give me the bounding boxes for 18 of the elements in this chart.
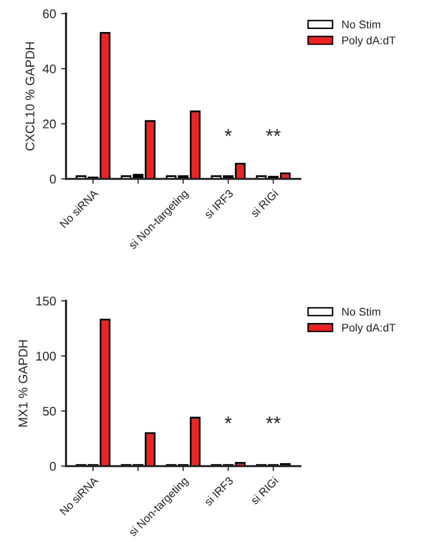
annotation: * bbox=[224, 416, 232, 424]
y-axis-title: MX1 % GAPDH bbox=[18, 340, 28, 427]
y-tick-label: 0 bbox=[50, 174, 56, 184]
annotation: ** bbox=[266, 129, 281, 136]
y-tick-label: 150 bbox=[36, 296, 56, 306]
legend-label: No Stim bbox=[342, 20, 380, 28]
legend-label: Poly dA:dT bbox=[342, 323, 396, 334]
legend-label: No Stim bbox=[342, 308, 380, 316]
y-axis-title: CXCL10 % GAPDH bbox=[26, 42, 34, 150]
y-tick-label: 20 bbox=[43, 120, 56, 128]
y-tick-label: 50 bbox=[42, 406, 56, 416]
y-tick-label: 100 bbox=[36, 352, 56, 361]
y-tick-label: 40 bbox=[42, 64, 56, 74]
y-tick-label: 0 bbox=[50, 462, 56, 471]
annotation: ** bbox=[266, 416, 281, 424]
legend-label: Poly dA:dT bbox=[342, 36, 396, 47]
annotation: * bbox=[224, 129, 232, 136]
y-tick-label: 60 bbox=[43, 9, 56, 18]
